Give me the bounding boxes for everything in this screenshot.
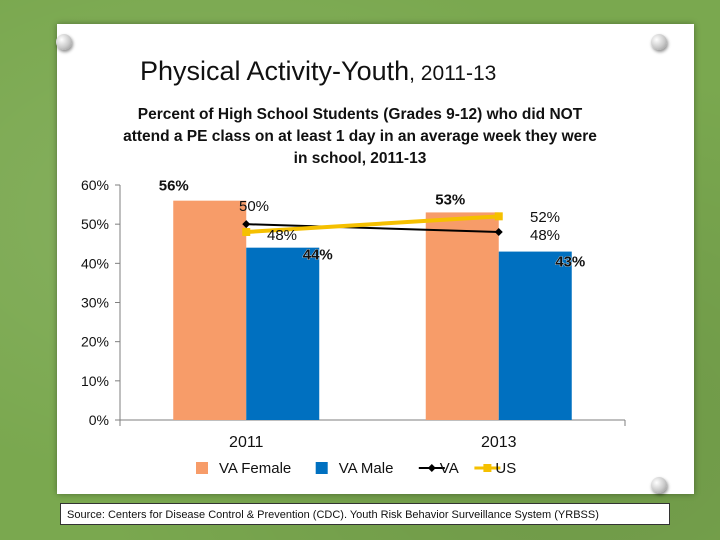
line-value-label: 52% [530,209,560,226]
legend-swatch [315,462,328,474]
line-marker [242,220,251,229]
bar [246,247,320,420]
slide-title-years: , 2011-13 [409,62,497,85]
y-tick-label: 10% [81,373,109,389]
y-tick-label: 40% [81,255,109,271]
line-value-label: 50% [239,198,269,215]
slide-title: Physical Activity-Youth, 2011-13 [140,56,640,87]
bar-value-label: 53% [435,191,465,208]
bar [498,251,572,420]
source-citation: Source: Centers for Disease Control & Pr… [60,503,670,525]
legend-label: VA [440,460,459,477]
pushpin-icon [651,34,667,50]
line-value-label: 48% [267,227,297,244]
series-line [246,214,499,234]
legend-label: VA Male [339,460,394,477]
x-tick-label: 2011 [229,434,264,451]
bar-value-label: 43% [555,254,585,271]
bar-value-label: 44% [303,247,333,264]
line-marker [242,228,251,236]
slide-panel [56,24,694,494]
series-line [246,223,499,233]
line-value-label: 48% [530,227,560,244]
legend-label: US [495,460,516,477]
bar-value-label: 56% [159,178,189,195]
line-marker [494,212,503,221]
y-tick-label: 50% [81,216,109,232]
x-tick-label: 2013 [481,434,517,451]
y-tick-label: 30% [81,295,109,311]
legend-swatch [196,462,208,474]
pushpin-icon [56,34,72,50]
slide-title-main: Physical Activity-Youth [140,56,410,86]
line-marker [494,228,503,236]
pushpin-icon [651,477,667,493]
legend-marker [483,464,492,472]
chart-title: Percent of High School Students (Grades … [123,106,597,167]
legend-marker [427,464,436,472]
bar [173,200,247,420]
y-tick-label: 0% [89,412,109,428]
legend-label: VA Female [219,460,291,477]
y-tick-label: 20% [81,334,109,350]
y-tick-label: 60% [81,177,109,193]
bar [425,212,499,420]
